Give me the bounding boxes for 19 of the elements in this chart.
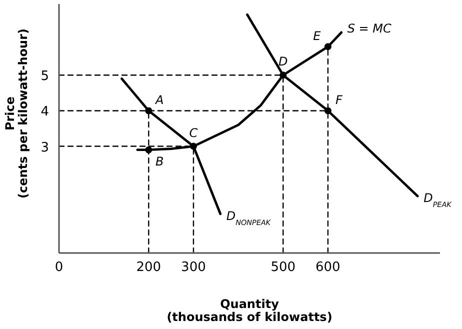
annotation: F xyxy=(335,93,344,108)
y-tick-label: 4 xyxy=(40,104,49,120)
x-tick-label: 500 xyxy=(270,260,296,275)
series-label: D$_{NONPEAK}$ xyxy=(226,208,272,226)
y-tick-label: 5 xyxy=(40,69,49,84)
x-tick-label: 200 xyxy=(136,260,162,275)
x-tick-label: 300 xyxy=(181,260,206,275)
annotation: C xyxy=(189,126,198,140)
annotation: D xyxy=(278,54,288,69)
series-label: S = MC xyxy=(347,21,392,36)
annotation: A xyxy=(154,93,164,108)
y-axis-title: Price (cents per kilowatt-hour) xyxy=(3,28,30,198)
x-axis-title: Quantity (thousands of kilowatts) xyxy=(166,297,332,324)
x-tick-label: 600 xyxy=(316,260,340,275)
x-tick-label: 0 xyxy=(54,260,64,275)
annotation: E xyxy=(313,29,322,44)
y-tick-label: 3 xyxy=(40,140,49,156)
series-label: D$_{PEAK}$ xyxy=(424,191,453,209)
annotation: B xyxy=(156,154,164,168)
